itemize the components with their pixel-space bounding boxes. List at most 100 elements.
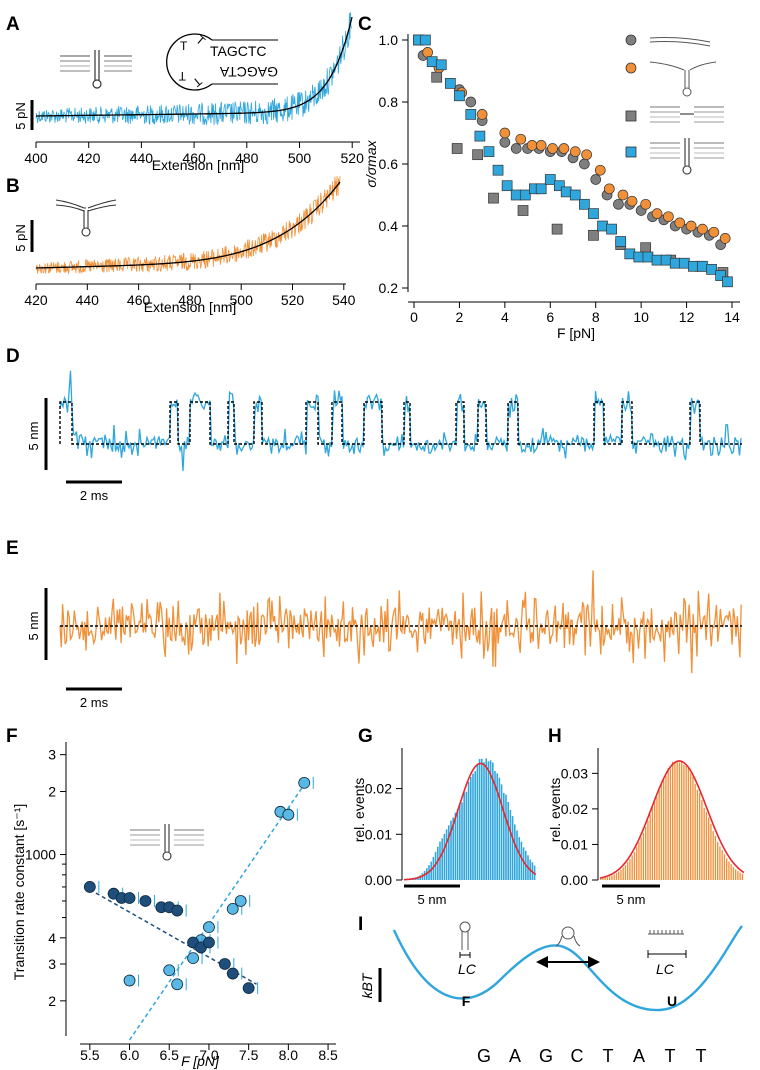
energy-landscape-curve xyxy=(392,925,743,1012)
panel-a-scale-label: 5 pN xyxy=(13,102,28,129)
panel-g-y-label: rel. events xyxy=(351,778,367,843)
hairpin-sequence-icon: TAGCTC GAGCTA T T T T xyxy=(166,33,278,91)
panel-g-bar xyxy=(470,777,472,880)
panel-c-point-orange-circle xyxy=(569,146,581,157)
panel-c-point-blue-square xyxy=(660,254,672,266)
panel-f-x-ticks: 5.5 6.0 6.5 7.0 7.5 8.0 8.5 xyxy=(80,1044,338,1063)
panel-h-bar xyxy=(732,867,735,880)
panel-c-point-blue-square xyxy=(606,223,617,235)
panel-c-point-orange-circle xyxy=(476,109,488,120)
panel-a-x-tick-label: 420 xyxy=(77,150,101,166)
panel-h-bar xyxy=(649,814,651,880)
panel-c-point-blue-square xyxy=(642,251,654,263)
panel-f-y-tick-label: 3 xyxy=(48,956,56,972)
panel-h-label: H xyxy=(548,726,562,747)
panel-c-point-orange-circle xyxy=(697,223,708,235)
panel-g-bar xyxy=(520,841,523,880)
panel-c-point-gray-square xyxy=(551,223,563,235)
panel-c-point-orange-circle xyxy=(674,217,686,229)
loop-base-t1: T xyxy=(180,39,188,53)
panel-h-bar xyxy=(615,873,618,880)
panel-c-point-blue-square xyxy=(420,34,431,46)
panel-g-bar xyxy=(516,830,518,880)
panel-f-label: F xyxy=(6,726,18,747)
panel-h-bar xyxy=(656,797,658,880)
panel-f-x-label: F [pN] xyxy=(181,1053,220,1069)
panel-b-label: B xyxy=(6,176,20,197)
panel-g-bar xyxy=(456,809,459,880)
panel-g-y-ticks: 0.02 0.01 0.00 xyxy=(365,781,402,888)
panel-g-bar xyxy=(487,761,490,880)
sequence-base: T xyxy=(665,1046,676,1066)
double-arrow-icon xyxy=(536,956,600,968)
panel-f-point-dark xyxy=(218,958,231,970)
panel-g-bar xyxy=(485,758,487,880)
panel-c-point-gray-square xyxy=(472,149,483,161)
panel-f-point-light xyxy=(171,978,184,991)
panel-h-bar xyxy=(654,801,656,880)
panel-c-point-gray-square xyxy=(431,71,443,83)
panel-h-bar xyxy=(624,865,627,880)
panel-d: D 5 nm 2 ms xyxy=(6,346,742,503)
panel-f-y-tick-label: 2 xyxy=(48,784,56,800)
lc-right-label: LC xyxy=(656,961,675,977)
panel-b-x-tick-label: 520 xyxy=(281,292,305,308)
panel-g-bar xyxy=(511,816,514,880)
panel-c: C 0 2 4 6 8 10 12 14 1.0 0.8 0.6 0.4 0.2 σ/σmax F [… xyxy=(358,14,740,341)
panel-f-x-tick-label: 7.0 xyxy=(199,1047,219,1063)
panel-c-x-tick-label: 2 xyxy=(456,309,464,325)
panel-c-point-blue-square xyxy=(554,180,565,192)
panel-c-y-tick-label: 0.8 xyxy=(379,94,399,110)
legend-gray-circle xyxy=(625,34,637,46)
panel-g-bar xyxy=(461,802,463,880)
panel-f-point-light xyxy=(123,974,136,987)
panel-h-bar xyxy=(714,835,717,880)
panel-a: A 5 pN 400 420 440 460 480 500 520 Extension [… xyxy=(6,12,364,173)
panel-c-point-blue-square xyxy=(535,183,547,195)
panel-a-force-trace xyxy=(35,12,353,126)
panel-h-bar xyxy=(611,875,613,880)
panel-h-y-ticks: 0.03 0.02 0.01 0.00 xyxy=(561,765,598,888)
panel-f-unfolding-fit xyxy=(128,778,309,1041)
panel-f-point-light xyxy=(203,921,215,934)
panel-h-bar xyxy=(708,817,710,880)
panel-h-bar xyxy=(678,762,681,880)
legend-pore-hairpin-icon xyxy=(650,138,724,175)
panel-a-x-tick-label: 520 xyxy=(341,150,365,166)
panel-i-energy-label: kBT xyxy=(359,972,375,998)
panel-a-fit-curve xyxy=(36,16,353,117)
panel-h-bar xyxy=(669,768,672,880)
panel-a-label: A xyxy=(6,14,20,35)
panel-g-bar xyxy=(463,792,465,880)
panel-h-bar xyxy=(681,760,683,880)
loop-base-t2: T xyxy=(178,69,186,83)
panel-c-point-blue-square xyxy=(544,174,556,185)
panel-g: G 0.02 0.01 0.00 rel. events 5 nm xyxy=(351,726,537,907)
sequence-base: A xyxy=(633,1046,645,1066)
panel-h-y-tick-label: 0.02 xyxy=(561,801,588,817)
panel-c-point-gray-square xyxy=(451,143,463,154)
panel-g-bar xyxy=(507,802,509,880)
panel-g-bar xyxy=(522,847,525,880)
panel-d-extension-trace xyxy=(59,370,742,471)
panel-b-fit-curve xyxy=(36,181,341,269)
panel-g-bar xyxy=(474,771,476,880)
panel-b-x-tick-label: 500 xyxy=(230,292,254,308)
panel-g-bar xyxy=(509,809,512,880)
panel-g-bar xyxy=(443,833,446,880)
legend-free-dna-icon xyxy=(649,37,711,47)
panel-h-bar xyxy=(633,851,636,880)
panel-a-x-tick-label: 440 xyxy=(130,150,154,166)
sequence-base: G xyxy=(539,1046,553,1066)
panel-h-bar xyxy=(685,766,687,880)
panel-g-y-tick-label: 0.01 xyxy=(365,826,392,842)
panel-h-bar xyxy=(606,877,609,880)
panel-g-bar xyxy=(498,777,501,880)
panel-g-bar xyxy=(494,771,496,880)
panel-c-point-gray-square xyxy=(488,192,499,204)
panel-i-label: I xyxy=(358,914,363,935)
panel-d-scale-y-label: 5 nm xyxy=(26,422,41,451)
panel-c-point-blue-square xyxy=(454,90,465,102)
panel-h-bar xyxy=(676,762,678,880)
panel-c-point-orange-circle xyxy=(558,143,570,154)
